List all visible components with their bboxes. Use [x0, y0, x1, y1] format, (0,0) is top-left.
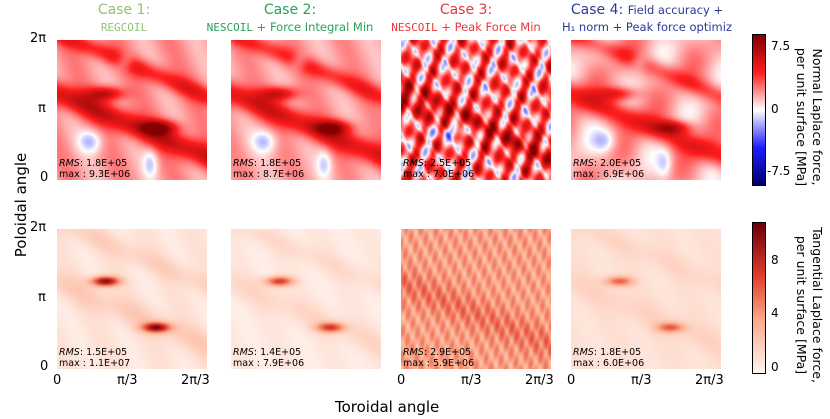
y-tick-0-top: 0 — [40, 170, 49, 185]
stats-normal-case1: RMS: 1.8E+05 max : 9.3E+06 — [59, 158, 131, 180]
max-value: 7.0E+06 — [432, 169, 475, 180]
max-label: max — [233, 169, 254, 180]
max-label: max — [59, 358, 80, 369]
rms-label: RMS — [403, 347, 424, 358]
y-tick-pi-top: π — [38, 101, 46, 116]
rms-label: RMS — [573, 347, 594, 358]
stats-normal-case2: RMS: 1.8E+05 max : 8.7E+06 — [233, 158, 305, 180]
colorbar-tangential-label: Tangential Laplace force, per unit surfa… — [793, 215, 825, 395]
y-tick-0-bottom: 0 — [40, 359, 49, 374]
heatmap-normal-case4 — [571, 40, 721, 180]
max-label: max — [573, 169, 594, 180]
rms-value: 1.5E+05 — [86, 347, 128, 358]
rms-value: 2.5E+05 — [430, 158, 472, 169]
rms-label: RMS — [59, 158, 80, 169]
stats-tangential-case1: RMS: 1.5E+05 max : 1.1E+07 — [59, 347, 131, 369]
case3-code: NESCOIL — [391, 21, 438, 34]
x-tick-2pi3-case3: 2π/3 — [525, 373, 554, 388]
case2-code: NESCOIL — [206, 21, 254, 34]
max-label: max — [403, 358, 424, 369]
y-tick-pi-bottom: π — [38, 290, 46, 305]
cb-normal-tick-neg: -7.5 — [767, 164, 791, 178]
colorbar-normal-label: Normal Laplace force, per unit surface [… — [793, 27, 825, 207]
max-value: 5.9E+06 — [432, 358, 475, 369]
cb-normal-tick-pos: 7.5 — [771, 39, 791, 53]
case1-title-text: Case 1: — [97, 2, 151, 18]
cb-normal-label-line1: Normal Laplace force, — [810, 48, 825, 186]
max-value: 6.0E+06 — [602, 358, 645, 369]
x-tick-pi3-case3: π/3 — [461, 373, 482, 388]
y-tick-2pi-bottom: 2π — [30, 220, 47, 235]
y-tick-2pi-top: 2π — [30, 31, 47, 46]
rms-value: 1.8E+05 — [600, 347, 642, 358]
heatmap-normal-case1 — [57, 40, 207, 180]
max-label: max — [59, 169, 80, 180]
colorbar-normal — [752, 34, 766, 186]
max-value: 8.7E+06 — [262, 169, 305, 180]
cb-tangential-label-line1: Tangential Laplace force, — [810, 227, 825, 383]
heatmap-normal-case2 — [231, 40, 381, 180]
max-label: max — [403, 169, 424, 180]
case2-title: Case 2: — [224, 2, 356, 18]
cb-normal-tick-zero: 0 — [771, 102, 779, 116]
x-tick-2pi3-case1: 2π/3 — [181, 373, 210, 388]
x-tick-0-case1: 0 — [53, 373, 62, 388]
stats-tangential-case3: RMS: 2.9E+05 max : 5.9E+06 — [403, 347, 475, 369]
case3-title-text: Case 3: — [439, 2, 493, 18]
rms-value: 1.8E+05 — [86, 158, 128, 169]
rms-label: RMS — [573, 158, 594, 169]
heatmap-tangential-case2 — [231, 229, 381, 369]
rms-value: 1.8E+05 — [260, 158, 302, 169]
rms-label: RMS — [233, 347, 254, 358]
rms-value: 2.9E+05 — [430, 347, 472, 358]
max-value: 6.9E+06 — [602, 169, 645, 180]
case1-title: Case 1: — [58, 2, 190, 18]
case4-subtitle: H₁ norm + Peak force optimiz — [560, 20, 734, 34]
cb-tangential-tick-0: 0 — [771, 360, 779, 374]
case2-subtitle: NESCOIL + Force Integral Min — [200, 20, 380, 34]
heatmap-normal-case3 — [401, 40, 551, 180]
stats-tangential-case4: RMS: 1.8E+05 max : 6.0E+06 — [573, 347, 645, 369]
x-tick-0-case4: 0 — [567, 373, 576, 388]
case4-title: Case 4: Field accuracy + — [560, 2, 734, 18]
max-label: max — [233, 358, 254, 369]
y-axis-label: Poloidal angle — [12, 152, 30, 258]
max-label: max — [573, 358, 594, 369]
colorbar-tangential — [752, 222, 766, 374]
rms-label: RMS — [403, 158, 424, 169]
case3-title: Case 3: — [400, 2, 532, 18]
case4-line2: H₁ norm + Peak force optimiz — [562, 20, 732, 34]
rms-value: 2.0E+05 — [600, 158, 642, 169]
case2-suffix: + Force Integral Min — [253, 20, 374, 34]
case4-suffix: Field accuracy + — [627, 3, 724, 17]
cb-tangential-label-line2: per unit surface [MPa] — [794, 235, 809, 375]
case3-suffix: + Peak Force Min — [437, 20, 541, 34]
rms-label: RMS — [233, 158, 254, 169]
cb-normal-label-line2: per unit surface [MPa] — [794, 47, 809, 187]
case3-subtitle: NESCOIL + Peak Force Min — [376, 20, 556, 34]
cb-tangential-tick-8: 8 — [771, 253, 779, 267]
stats-tangential-case2: RMS: 1.4E+05 max : 7.9E+06 — [233, 347, 305, 369]
heatmap-tangential-case1 — [57, 229, 207, 369]
max-value: 9.3E+06 — [88, 169, 131, 180]
max-value: 1.1E+07 — [88, 358, 131, 369]
x-tick-0-case3: 0 — [397, 373, 406, 388]
x-axis-label: Toroidal angle — [335, 398, 440, 416]
stats-normal-case4: RMS: 2.0E+05 max : 6.9E+06 — [573, 158, 645, 180]
case2-title-text: Case 2: — [263, 2, 317, 18]
cb-tangential-tick-4: 4 — [771, 306, 779, 320]
heatmap-tangential-case3 — [401, 229, 551, 369]
stats-normal-case3: RMS: 2.5E+05 max : 7.0E+06 — [403, 158, 475, 180]
case4-title-text: Case 4: — [570, 2, 624, 18]
x-tick-pi3-case1: π/3 — [117, 373, 138, 388]
x-tick-pi3-case4: π/3 — [631, 373, 652, 388]
case1-subtitle: REGCOIL — [48, 20, 200, 34]
x-tick-2pi3-case4: 2π/3 — [695, 373, 724, 388]
rms-value: 1.4E+05 — [260, 347, 302, 358]
max-value: 7.9E+06 — [262, 358, 305, 369]
rms-label: RMS — [59, 347, 80, 358]
heatmap-tangential-case4 — [571, 229, 721, 369]
case1-code: REGCOIL — [100, 21, 148, 34]
